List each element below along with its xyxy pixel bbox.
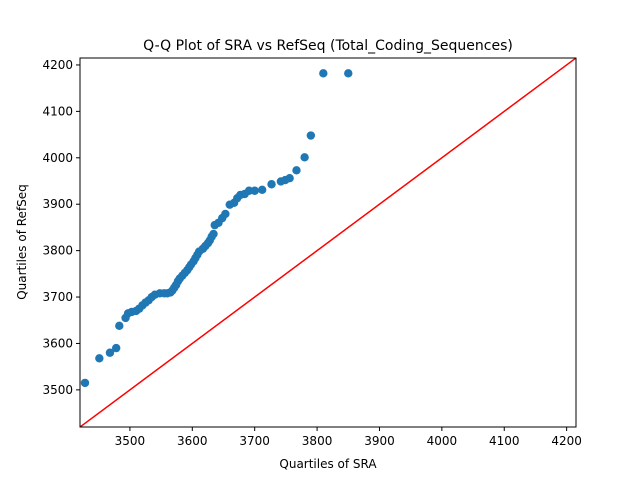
reference-line-group xyxy=(80,58,576,427)
y-tick-label: 3700 xyxy=(42,290,73,304)
data-point xyxy=(115,321,124,331)
data-point xyxy=(257,185,267,195)
x-tick-label: 3900 xyxy=(364,434,395,448)
y-tick-label: 3600 xyxy=(42,336,73,350)
data-point xyxy=(221,209,230,219)
data-point xyxy=(344,69,353,78)
data-point xyxy=(319,69,328,78)
points-group xyxy=(80,69,353,388)
y-tick-label: 4100 xyxy=(42,104,73,118)
plot-frame xyxy=(79,57,577,428)
y-tick-label: 3900 xyxy=(42,197,73,211)
data-point xyxy=(80,378,90,388)
reference-line xyxy=(80,58,576,427)
x-axis-label: Quartiles of SRA xyxy=(279,457,377,471)
y-axis: 3500 3600 3700 3800 3900 4000 4100 4200 xyxy=(42,58,80,397)
x-tick-label: 3700 xyxy=(239,434,270,448)
data-point xyxy=(306,131,316,140)
data-point xyxy=(105,348,115,357)
x-tick-label: 3600 xyxy=(177,434,208,448)
y-tick-label: 4000 xyxy=(42,151,73,165)
x-tick-label: 3800 xyxy=(302,434,333,448)
y-tick-label: 3500 xyxy=(42,383,73,397)
y-axis-label: Quartiles of RefSeq xyxy=(15,184,29,300)
x-tick-label: 4100 xyxy=(489,434,520,448)
x-tick-label: 3500 xyxy=(115,434,146,448)
data-point xyxy=(300,153,309,162)
y-tick-label: 3800 xyxy=(42,244,73,258)
data-point xyxy=(292,166,301,175)
data-point xyxy=(250,186,259,195)
chart-title: Q-Q Plot of SRA vs RefSeq (Total_Coding_… xyxy=(143,38,513,54)
x-axis: 3500 3600 3700 3800 3900 4000 4100 4200 xyxy=(115,427,582,448)
data-point xyxy=(267,180,276,189)
data-point xyxy=(209,229,218,239)
data-point xyxy=(285,174,294,183)
data-point xyxy=(95,354,104,363)
y-tick-label: 4200 xyxy=(42,58,73,72)
data-point xyxy=(111,343,121,353)
x-tick-label: 4200 xyxy=(551,434,582,448)
x-tick-label: 4000 xyxy=(427,434,458,448)
